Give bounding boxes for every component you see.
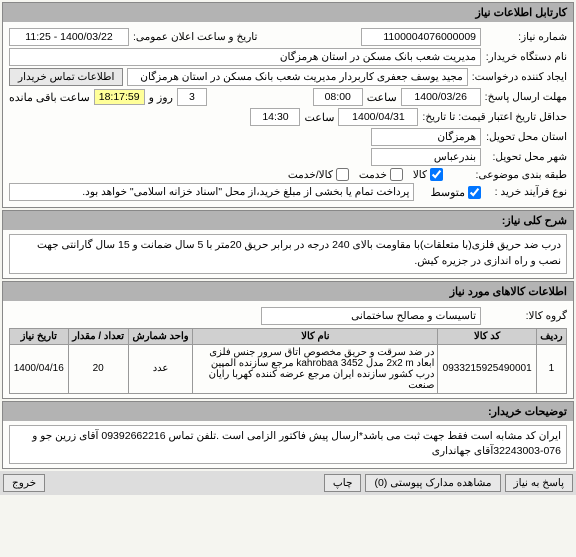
- table-row[interactable]: 1 0933215925490001 در ضد سرقت و حریق مخص…: [10, 344, 567, 393]
- respond-button[interactable]: پاسخ به نیاز: [505, 474, 573, 492]
- purchase-note: پرداخت تمام یا بخشی از مبلغ خرید،از محل …: [9, 183, 414, 201]
- buyer-notes-title: توضیحات خریدار:: [3, 402, 573, 421]
- col-date: تاریخ نیاز: [10, 328, 69, 344]
- info-panel: کارتابل اطلاعات نیاز شماره نیاز: 1100004…: [2, 2, 574, 208]
- label-purchase-type: نوع فرآیند خرید :: [485, 186, 567, 198]
- items-panel-title: اطلاعات کالاهای مورد نیاز: [3, 282, 573, 301]
- cell-date: 1400/04/16: [10, 344, 69, 393]
- info-panel-title: کارتابل اطلاعات نیاز: [3, 3, 573, 22]
- value-days-left: 3: [177, 88, 207, 106]
- col-code: کد کالا: [438, 328, 536, 344]
- label-day: روز و: [149, 91, 173, 104]
- value-item-group: تاسیسات و مصالح ساختمانی: [261, 307, 481, 325]
- checkbox-goods-input[interactable]: [430, 168, 443, 181]
- value-validity-hour: 14:30: [250, 108, 300, 126]
- desc-text: درب ضد حریق فلزی(با متعلقات)با مقاومت با…: [9, 234, 567, 274]
- countdown-timer: 18:17:59: [94, 89, 145, 105]
- items-panel: اطلاعات کالاهای مورد نیاز گروه کالا: تاس…: [2, 281, 574, 399]
- attachments-button[interactable]: مشاهده مدارک پیوستی (0): [365, 474, 500, 492]
- label-hour2: ساعت: [304, 111, 334, 124]
- label-org: نام دستگاه خریدار:: [485, 51, 567, 63]
- value-announce: 1400/03/22 - 11:25: [9, 28, 129, 46]
- value-send-date: 1400/03/26: [401, 88, 481, 106]
- value-send-hour: 08:00: [313, 88, 363, 106]
- cell-qty: 20: [68, 344, 128, 393]
- cell-code: 0933215925490001: [438, 344, 536, 393]
- value-delivery-prov: هرمزگان: [371, 128, 481, 146]
- label-class-type: طبقه بندی موضوعی:: [447, 169, 567, 181]
- desc-panel: شرح کلی نیاز: درب ضد حریق فلزی(با متعلقا…: [2, 210, 574, 279]
- label-creator: ایجاد کننده درخواست:: [472, 71, 567, 83]
- checkbox-both-input[interactable]: [336, 168, 349, 181]
- label-deadline: مهلت ارسال پاسخ:: [485, 91, 567, 103]
- checkbox-service-input[interactable]: [390, 168, 403, 181]
- checkbox-goods[interactable]: کالا: [413, 168, 443, 181]
- label-item-group: گروه کالا:: [485, 310, 567, 322]
- cell-row: 1: [536, 344, 566, 393]
- close-button[interactable]: خروج: [3, 474, 45, 492]
- col-name: نام کالا: [193, 328, 438, 344]
- button-bar: پاسخ به نیاز مشاهده مدارک پیوستی (0) چاپ…: [0, 471, 576, 495]
- label-delivery-city: شهر محل تحویل:: [485, 151, 567, 163]
- label-delivery-prov: استان محل تحویل:: [485, 131, 567, 143]
- items-table-header-row: ردیف کد کالا نام کالا واحد شمارش تعداد /…: [10, 328, 567, 344]
- value-validity-date: 1400/04/31: [338, 108, 418, 126]
- checkbox-service[interactable]: خدمت: [359, 168, 403, 181]
- value-creator: مجید یوسف جعفری کاربردار مدیریت شعب بانک…: [127, 68, 467, 86]
- label-announce: تاریخ و ساعت اعلان عمومی:: [133, 31, 257, 43]
- label-time-left: ساعت باقی مانده: [9, 91, 90, 104]
- label-hour: ساعت: [367, 91, 397, 104]
- col-row: ردیف: [536, 328, 566, 344]
- value-req-no: 1100004076000009: [361, 28, 481, 46]
- buyer-notes-panel: توضیحات خریدار: ایران کد مشابه است فقط ج…: [2, 401, 574, 470]
- desc-panel-title: شرح کلی نیاز:: [3, 211, 573, 230]
- checkbox-medium-input[interactable]: [468, 186, 481, 199]
- label-req-no: شماره نیاز:: [485, 31, 567, 43]
- label-validity: حداقل تاریخ اعتبار قیمت: تا تاریخ:: [422, 111, 567, 123]
- items-table: ردیف کد کالا نام کالا واحد شمارش تعداد /…: [9, 328, 567, 394]
- cell-unit: عدد: [128, 344, 193, 393]
- print-button[interactable]: چاپ: [324, 474, 362, 492]
- checkbox-medium[interactable]: متوسط: [430, 186, 481, 199]
- checkbox-both[interactable]: کالا/خدمت: [288, 168, 349, 181]
- value-org: مدیریت شعب بانک مسکن در استان هرمزگان: [9, 48, 481, 66]
- col-unit: واحد شمارش: [128, 328, 193, 344]
- col-qty: تعداد / مقدار: [68, 328, 128, 344]
- value-delivery-city: بندرعباس: [371, 148, 481, 166]
- contact-buyer-button[interactable]: اطلاعات تماس خریدار: [9, 68, 123, 86]
- buyer-notes-text: ایران کد مشابه است فقط جهت ثبت می باشد*ا…: [9, 425, 567, 465]
- cell-name: در ضد سرقت و حریق مخصوص اتاق سرور جنس فل…: [193, 344, 438, 393]
